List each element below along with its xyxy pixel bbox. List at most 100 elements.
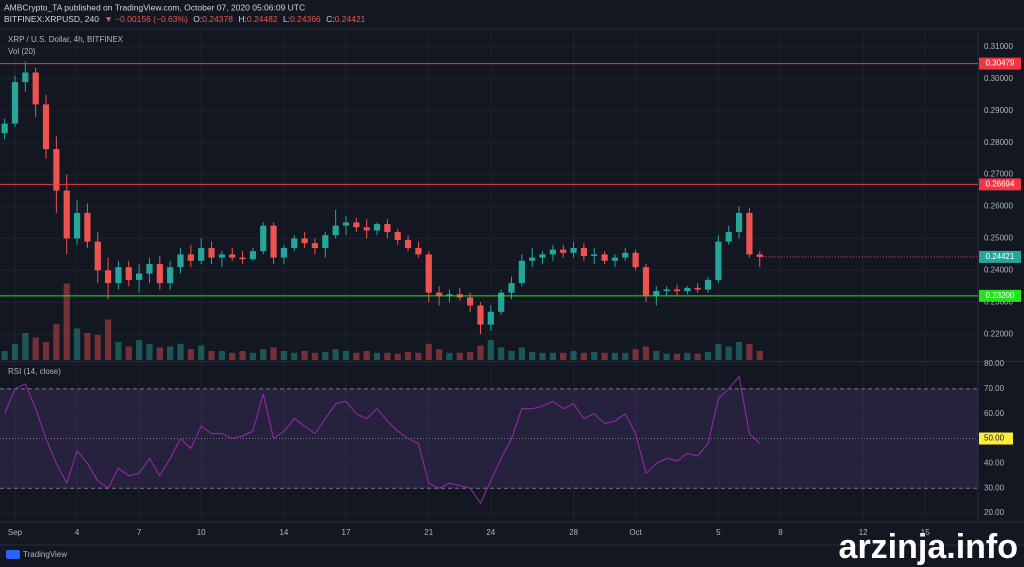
volume-bar [384,352,391,360]
candle-body [363,227,370,231]
candle-body [622,252,629,258]
y2-tick-label: 80.00 [984,359,1005,368]
candle-body [198,248,205,261]
volume-bar [322,351,329,360]
volume-bar [684,352,691,360]
ohlc-value: 0.24421 [335,14,366,24]
x-tick-label: 4 [75,528,80,537]
candle-body [270,225,277,258]
volume-bar [42,342,50,360]
volume-bar [229,352,236,360]
candle-body [167,267,174,284]
candle-body [187,254,194,261]
x-tick-label: Sep [8,528,23,537]
volume-bar [218,351,225,360]
volume-bar [632,349,639,360]
candle-body [249,251,257,260]
volume-bar [518,347,525,360]
y2-tick-label: 40.00 [984,458,1005,467]
volume-bar [446,352,453,360]
volume-bar [363,351,370,360]
candle-body [508,283,515,293]
candle-body [560,249,567,253]
ohlc-value: 0.24378 [202,14,233,24]
volume-bar [580,352,588,360]
volume-bar [115,342,122,360]
candle-body [332,225,339,236]
candle-body [591,254,598,256]
rsi-line [4,375,761,505]
y-tick-label: 0.27000 [984,170,1013,179]
x-tick-label: 10 [197,528,206,537]
volume-bar [260,349,267,360]
volume-bar [467,351,474,360]
x-tick-label: 28 [569,528,578,537]
volume-bar [167,346,174,360]
volume-bar [508,351,515,360]
candle-body [384,224,391,233]
publisher-line: AMBCrypto_TA published on TradingView.co… [4,2,305,12]
logo-mark [6,550,20,559]
x-tick-label: 7 [137,528,142,537]
candle-body [146,263,153,274]
volume-bar [539,352,546,360]
candle-body [94,241,101,271]
volume-bar [591,351,598,360]
candle-body [84,212,91,242]
level-badge [979,289,1021,302]
volume-bar [601,352,608,360]
candle-body [53,149,60,191]
volume-bar [291,352,298,360]
volume-bar [84,333,91,360]
x-tick-label: 15 [921,528,930,537]
volume-bar [198,345,205,360]
candle-body [735,212,743,233]
candle-body [342,222,350,226]
ohlc-label: L: [283,14,290,24]
candle-body [632,252,639,268]
candle-body [704,279,712,290]
x-tick-label: 17 [342,528,351,537]
ohlc-label: C: [326,14,335,24]
candle-body [42,104,50,150]
x-tick-label: 24 [486,528,495,537]
candle-body [32,72,39,105]
last-price-badge [979,250,1021,263]
y-tick-label: 0.22000 [984,329,1013,338]
candle-body [322,235,329,249]
candle-body [487,311,494,325]
volume-bar [425,343,432,360]
ohlc-label: H: [238,14,247,24]
candle-body [280,248,288,258]
candle-body [601,254,608,261]
volume-bar [673,353,681,360]
volume-bar [694,353,701,360]
change: ▼ −0.00156 (−0.63%) [104,14,188,24]
y2-tick-label: 60.00 [984,409,1005,418]
y-tick-label: 0.31000 [984,42,1013,51]
volume-bar [529,351,536,360]
volume-title: Vol (20) [8,47,36,56]
x-tick-label: 21 [424,528,433,537]
y-tick-label: 0.26000 [984,202,1013,211]
candle-body [425,254,432,293]
volume-bar [735,342,743,360]
candle-body [115,267,122,284]
volume-bar [487,340,494,360]
y-tick-label: 0.28000 [984,138,1013,147]
candle-body [518,260,525,284]
volume-bar [373,352,381,360]
volume-bar [11,343,19,360]
y-tick-label: 0.24000 [984,265,1013,274]
candle-body [73,212,81,239]
volume-bar [725,346,732,360]
volume-bar [642,346,650,360]
candle-body [549,249,556,255]
y-tick-label: 0.29000 [984,106,1013,115]
x-tick-label: 14 [279,528,288,537]
candle-body [229,254,236,258]
rsi-title: RSI (14, close) [8,367,61,376]
volume-bar [146,343,153,360]
x-tick-label: 12 [859,528,868,537]
